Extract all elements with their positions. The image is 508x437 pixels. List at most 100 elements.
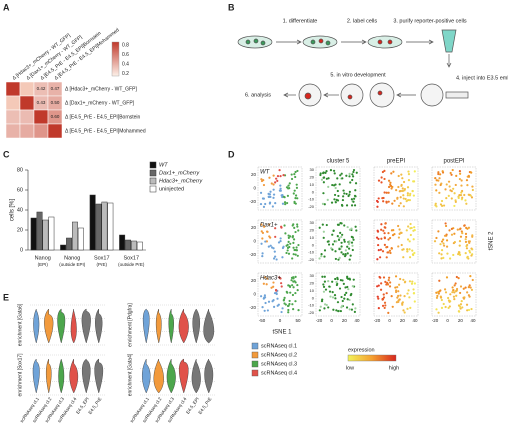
cell-point xyxy=(328,285,331,288)
cell-point xyxy=(287,234,290,237)
cell-point xyxy=(297,229,300,232)
cell-point xyxy=(397,236,400,239)
cell-point xyxy=(451,286,454,289)
cell-point xyxy=(259,202,263,206)
cell-point xyxy=(408,256,412,259)
cell-point xyxy=(341,233,344,236)
cell-point xyxy=(453,297,456,301)
cell-point xyxy=(343,238,346,242)
cell-point xyxy=(397,245,400,248)
legend-swatch xyxy=(149,161,157,169)
cell-point xyxy=(407,225,410,228)
cell-point xyxy=(435,189,438,192)
cell-point xyxy=(272,174,275,177)
cell-point xyxy=(376,258,379,261)
cell-point xyxy=(348,278,352,281)
cell-point xyxy=(381,170,384,174)
cell-point xyxy=(333,240,336,243)
cell-point xyxy=(434,177,437,180)
category-label: Nanog xyxy=(35,255,51,261)
cell-point xyxy=(328,290,332,293)
y-tick-label: 0 xyxy=(20,247,23,253)
cell-point xyxy=(337,194,340,198)
cell-point xyxy=(376,295,379,298)
cell-point xyxy=(276,175,280,178)
cell-point xyxy=(342,282,345,285)
y-tick-label: 0 xyxy=(312,189,315,194)
cell-point xyxy=(260,179,264,183)
cell-point xyxy=(336,189,339,193)
scatter-frame xyxy=(431,272,477,317)
cell-point xyxy=(450,173,453,176)
cell-point xyxy=(286,243,289,246)
cell-point xyxy=(344,253,347,256)
cell-point xyxy=(281,256,284,259)
y-tick-label: -10 xyxy=(308,250,315,255)
cell-point xyxy=(339,309,342,313)
x-tick-label: 20 xyxy=(458,318,464,323)
cell-point xyxy=(470,307,473,311)
cell-point xyxy=(452,187,455,190)
cell-point xyxy=(441,170,444,173)
cell-point xyxy=(263,294,267,297)
x-tick-label: 40 xyxy=(470,318,476,323)
cell-point xyxy=(287,236,290,239)
cell-point xyxy=(273,291,277,295)
cell-point xyxy=(274,227,277,230)
cell-point xyxy=(399,202,402,205)
legend-swatch xyxy=(149,169,157,177)
cell-point xyxy=(351,173,354,176)
cell-point xyxy=(285,251,288,255)
cell-point xyxy=(262,197,265,200)
cell-point xyxy=(395,189,398,192)
y-axis-label: enrichment [Sox17] xyxy=(17,353,23,397)
violin xyxy=(33,308,40,344)
cell-point xyxy=(440,257,443,260)
cell-point xyxy=(386,281,389,284)
cell-point xyxy=(261,305,264,309)
cell-point xyxy=(447,296,450,300)
y-tick-label: 10 xyxy=(310,288,315,293)
cell-point xyxy=(352,238,355,241)
cell-point xyxy=(408,296,411,299)
cell-point xyxy=(318,309,321,312)
step-label: 2. label cells xyxy=(347,18,378,24)
cell-point xyxy=(325,177,328,180)
cell-point xyxy=(406,194,409,197)
cell-point xyxy=(464,286,467,289)
cell-point xyxy=(442,244,446,247)
cell-point xyxy=(351,248,354,252)
cell-point xyxy=(353,204,357,207)
cell-point xyxy=(462,296,465,299)
violin xyxy=(94,358,104,394)
cell-point xyxy=(382,296,386,299)
cell-point xyxy=(294,202,297,205)
cell-point xyxy=(347,288,350,291)
cell-point xyxy=(263,309,266,312)
heatmap-cell xyxy=(19,81,35,97)
cell-point xyxy=(391,202,394,205)
cell-point xyxy=(469,194,472,197)
cell-point xyxy=(447,180,451,183)
cell-point xyxy=(330,201,334,204)
cell-point xyxy=(437,292,440,295)
cell-point xyxy=(389,281,392,284)
cell-point xyxy=(348,298,351,302)
cell-point xyxy=(267,300,271,303)
cell-point xyxy=(347,194,350,198)
cell-point xyxy=(389,251,392,255)
cell-point xyxy=(348,228,352,231)
colorbar-tick: 0.2 xyxy=(122,71,129,77)
violin xyxy=(153,358,164,394)
cell-point xyxy=(322,171,325,174)
violin xyxy=(81,358,91,394)
cell-point xyxy=(413,251,416,255)
cell-point xyxy=(349,254,352,257)
cell-point xyxy=(412,288,415,291)
cell-point xyxy=(279,175,282,178)
cell-point xyxy=(459,303,463,306)
cell-point xyxy=(387,179,391,182)
cell-point xyxy=(387,238,390,241)
cell-point xyxy=(445,233,448,236)
cell-point xyxy=(292,238,296,241)
